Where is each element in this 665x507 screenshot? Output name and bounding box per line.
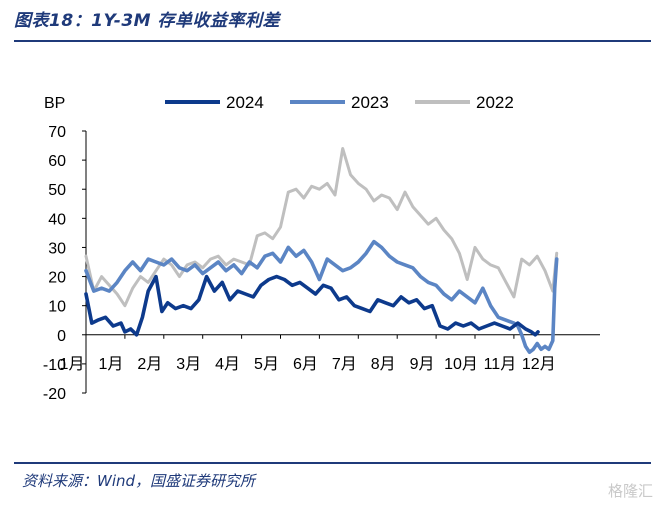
y-tick-label: 0 xyxy=(57,328,66,345)
y-tick-label: 10 xyxy=(48,299,66,316)
x-tick-label: 4月 xyxy=(215,356,240,373)
y-tick-label: 30 xyxy=(48,240,66,257)
chart-axes: 70 60 50 40 30 20 10 0 -10 -20 BP 1月 1月 2月 3月 4月 5月 6月 7月 8… xyxy=(43,95,600,403)
x-tick-label: 3月 xyxy=(176,356,201,373)
x-tick-label: 7月 xyxy=(332,356,357,373)
x-tick-label: 1月 xyxy=(98,356,123,373)
series-line-2023 xyxy=(84,239,559,354)
x-tick-label: 10月 xyxy=(444,356,478,373)
title-rule xyxy=(14,40,651,42)
series-lines xyxy=(84,147,559,354)
legend-label-2024: 2024 xyxy=(226,93,264,112)
y-tick-label: 40 xyxy=(48,211,66,228)
x-tick-label: 1月 xyxy=(60,356,85,373)
footer-rule xyxy=(14,462,651,464)
y-tick-label: 70 xyxy=(48,124,66,141)
chart-title: 图表18：1Y-3M 存单收益率利差 xyxy=(14,11,281,31)
series-line-2022 xyxy=(84,147,559,308)
y-tick-label: -20 xyxy=(43,386,66,403)
watermark-logo: 格隆汇 xyxy=(607,482,653,500)
legend-label-2022: 2022 xyxy=(476,93,514,112)
y-unit-label: BP xyxy=(44,95,65,112)
y-tick-label: 20 xyxy=(48,270,66,287)
x-tick-label: 12月 xyxy=(522,356,556,373)
x-tick-label: 6月 xyxy=(293,356,318,373)
y-tick-label: 60 xyxy=(48,153,66,170)
x-tick-label: 2月 xyxy=(137,356,162,373)
x-tick-label: 11月 xyxy=(484,356,517,373)
y-tick-label: -10 xyxy=(43,357,66,374)
x-tick-label: 8月 xyxy=(371,356,396,373)
y-tick-label: 50 xyxy=(48,182,66,199)
legend-label-2023: 2023 xyxy=(351,93,389,112)
source-note: 资料来源：Wind，国盛证券研究所 xyxy=(22,472,256,490)
x-tick-label: 5月 xyxy=(254,356,279,373)
chart-legend: 2024 2023 2022 xyxy=(165,93,514,112)
series-line-2024 xyxy=(84,274,540,337)
x-tick-label: 9月 xyxy=(410,356,435,373)
